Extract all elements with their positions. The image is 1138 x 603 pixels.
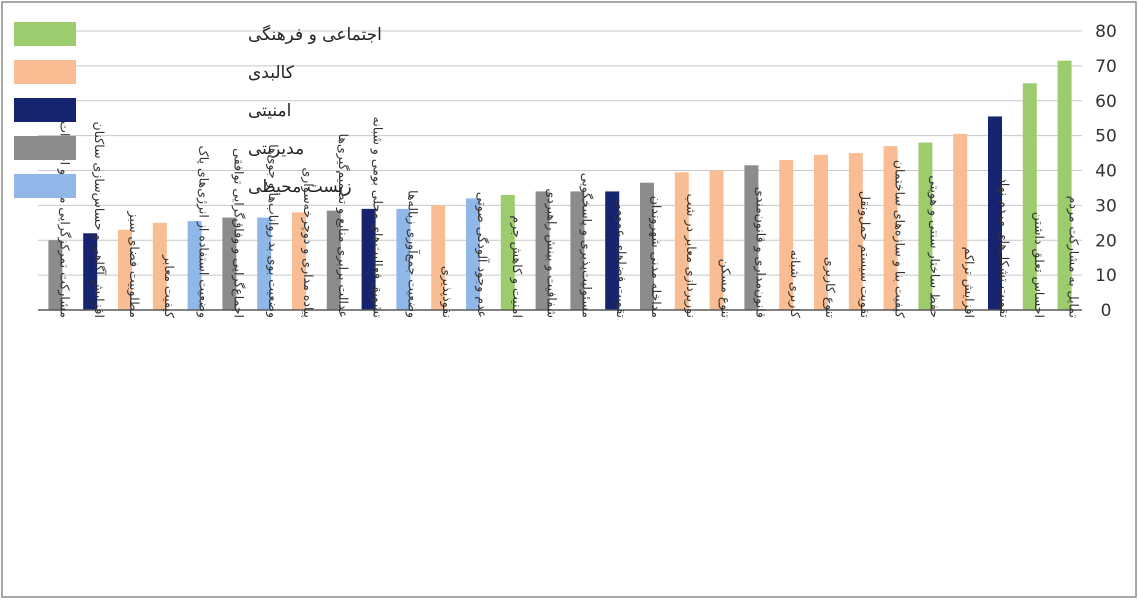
bar <box>744 165 759 310</box>
bar <box>570 191 585 310</box>
x-tick-label: حفظ ساختار سنتی و هویتی <box>926 175 942 318</box>
bar <box>83 233 98 310</box>
bar <box>257 217 272 310</box>
bar <box>709 170 724 310</box>
gridlines <box>38 30 1082 276</box>
bar <box>605 191 620 310</box>
legend-swatch <box>14 98 76 122</box>
x-tick-label: تمایل به مشارکت مردم <box>1066 196 1082 319</box>
x-tick-label: مشارکت تمرکزگرایی منابع و اختیارات <box>56 121 72 318</box>
x-tick-label: نورپردازی معابر در شب <box>683 194 699 318</box>
legend-label: مدیریتی <box>248 139 304 159</box>
legend-swatch <box>14 136 76 160</box>
legend-swatch <box>14 22 76 46</box>
legend-label: کالبدی <box>248 63 295 83</box>
x-tick-label: افزایش تراکم <box>961 247 977 318</box>
bar <box>222 217 237 310</box>
legend-label: امنیتی <box>248 101 291 121</box>
x-tick-label: شفافیت و بینش راهبردی <box>544 188 560 318</box>
bar <box>361 208 376 310</box>
y-tick-label: 60 <box>1095 92 1117 112</box>
bar <box>779 160 794 310</box>
bar <box>674 172 689 310</box>
bar <box>640 182 654 310</box>
bar <box>883 146 898 310</box>
x-tick-label: مطلوبیت فضای سبز <box>126 210 142 318</box>
bar <box>1057 60 1072 310</box>
bar <box>848 153 863 310</box>
x-tick-label: تشویق فعالیت‌های محلی بومی و شبانه <box>370 117 386 319</box>
x-tick-label: تقویت تشکل‌های مردم نهاد <box>996 177 1012 318</box>
y-axis-ticks: 0 10 20 30 40 50 60 70 80 <box>1095 22 1117 321</box>
y-tick-label: 0 <box>1101 301 1112 321</box>
y-tick-label: 30 <box>1095 196 1117 216</box>
legend-swatch <box>14 174 76 198</box>
bar <box>953 133 968 310</box>
bar <box>500 194 515 310</box>
bar <box>118 229 132 310</box>
bar <box>535 191 550 310</box>
legend-swatch <box>14 60 76 84</box>
x-tick-label: تنوع مسکن <box>718 259 734 319</box>
x-tick-label: امنیت و کاهش جرم <box>509 215 525 318</box>
bar <box>466 198 480 310</box>
x-tick-label: قانون‌مداری و قانون‌مندی <box>752 187 768 318</box>
x-tick-label: پیاده مداری و دوچرخه‌سواری <box>300 167 316 318</box>
x-tick-label: وضعیت استفاده از انرژی‌های پاک <box>196 146 212 318</box>
x-tick-label: کیفیت بنا و سازه‌های ساختمان <box>892 160 908 318</box>
y-tick-label: 50 <box>1095 127 1117 147</box>
bar <box>48 240 63 310</box>
legend-label: اجتماعی و فرهنگی <box>248 24 382 45</box>
x-tick-label: وضعیت جمع‌آوری زباله‌ها <box>404 190 420 318</box>
legend-label: زیست محیطی <box>248 177 352 197</box>
bar <box>431 205 446 310</box>
x-tick-label: کاربری شبانه <box>787 250 803 318</box>
y-tick-label: 20 <box>1095 231 1117 251</box>
bars <box>48 60 1072 310</box>
x-tick-label: احساس تعلق داشتن <box>1031 212 1047 318</box>
y-tick-label: 10 <box>1095 266 1117 286</box>
x-tick-label: عدم وجود آلودگی صوتی <box>474 192 490 318</box>
y-tick-label: 40 <box>1095 162 1117 182</box>
x-axis-labels: مشارکت تمرکزگرایی منابع و اختیارات افزایش… <box>56 117 1081 319</box>
x-tick-label: کیفیت معابر <box>161 254 177 318</box>
bar <box>187 221 202 310</box>
bar <box>918 142 933 310</box>
x-tick-label: تقویت فضاهای عمومی <box>613 199 629 319</box>
bar <box>814 154 828 310</box>
y-tick-label: 80 <box>1095 22 1117 42</box>
x-tick-label: افزایش آگاهی و حساس‌سازی ساکنان <box>91 122 107 318</box>
bar <box>396 208 411 310</box>
x-tick-label: وضعیت بوی بد رواناب‌ها و جوی‌ها <box>265 144 281 318</box>
x-tick-label: نفوذپذیری <box>439 266 455 318</box>
legend: اجتماعی و فرهنگی کالبدی امنیتی مدیریتی زیست … <box>14 22 382 198</box>
x-tick-label: تقویت سیستم حمل‌ونقل <box>857 191 873 319</box>
bar <box>1022 83 1037 310</box>
bar <box>152 222 167 310</box>
x-tick-label: اجماع‌گرایی و وفاق‌گرایی توافقی <box>230 148 246 318</box>
x-tick-label: تنوع کاربری <box>822 257 838 319</box>
x-tick-label: مداخله مدنی شهروندان <box>648 196 664 318</box>
x-tick-label: مسئولیت‌پذیری و پاسخگویی <box>578 173 594 318</box>
bar <box>326 210 341 310</box>
bar <box>292 212 306 310</box>
bar <box>988 116 1002 310</box>
x-tick-label: عدالت برابری منابع و تصمیم‌گیری‌ها <box>335 134 351 318</box>
y-tick-label: 70 <box>1095 57 1117 77</box>
